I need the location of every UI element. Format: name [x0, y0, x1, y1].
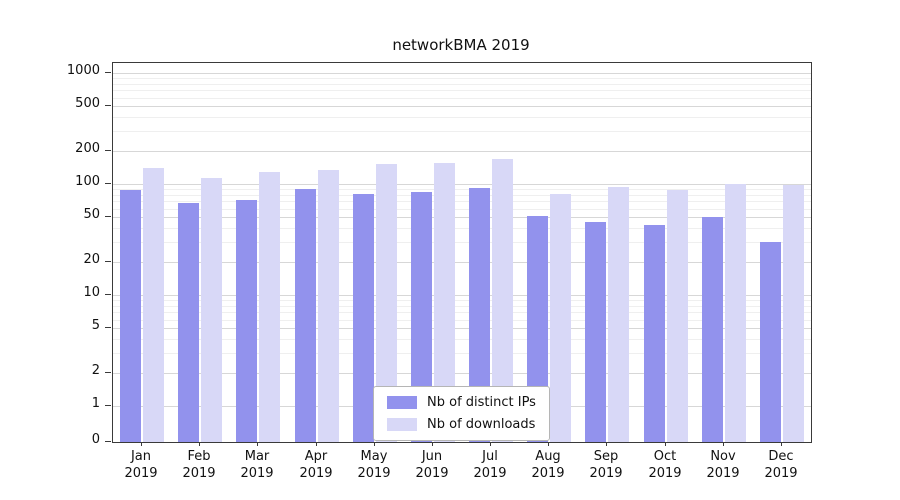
bar-distinct-ips-dec [760, 242, 781, 442]
minor-gridline [113, 117, 811, 118]
bar-distinct-ips-sep [585, 222, 606, 442]
bar-downloads-jul [492, 159, 513, 442]
legend-item-distinct-ips: Nb of distinct IPs [387, 395, 536, 410]
plot-area: Nb of distinct IPs Nb of downloads [112, 62, 812, 443]
bar-downloads-nov [725, 184, 746, 442]
minor-gridline [113, 78, 811, 79]
bar-distinct-ips-nov [702, 217, 723, 442]
y-tick-label: 2 [91, 363, 100, 378]
major-gridline [113, 73, 811, 74]
minor-gridline [113, 339, 811, 340]
legend-label-downloads: Nb of downloads [427, 417, 536, 432]
y-tick-label: 10 [83, 285, 100, 300]
minor-gridline [113, 306, 811, 307]
y-tick-label: 0 [91, 432, 100, 447]
y-tick-mark [105, 405, 111, 406]
minor-gridline [113, 312, 811, 313]
bar-downloads-apr [318, 170, 339, 442]
bar-downloads-oct [667, 190, 688, 442]
bar-downloads-dec [783, 185, 804, 442]
y-tick-label: 1 [91, 396, 100, 411]
minor-gridline [113, 84, 811, 85]
bars-layer [113, 63, 811, 442]
x-tick-label: Jan 2019 [124, 449, 158, 481]
x-tick-label: Dec 2019 [764, 449, 798, 481]
y-tick-label: 500 [75, 96, 100, 111]
legend-item-downloads: Nb of downloads [387, 417, 536, 432]
bar-distinct-ips-oct [644, 225, 665, 442]
legend-swatch-downloads [387, 418, 417, 431]
y-tick-mark [105, 72, 111, 73]
minor-gridline [113, 242, 811, 243]
minor-gridline [113, 90, 811, 91]
legend: Nb of distinct IPs Nb of downloads [373, 386, 550, 441]
bar-downloads-mar [259, 172, 280, 442]
bar-downloads-jan [143, 168, 164, 442]
minor-gridline [113, 228, 811, 229]
minor-gridline [113, 320, 811, 321]
bar-distinct-ips-feb [178, 203, 199, 442]
x-tick-label: Nov 2019 [706, 449, 740, 481]
y-tick-mark [105, 441, 111, 442]
bar-distinct-ips-mar [236, 200, 257, 442]
x-tick-label: Jul 2019 [473, 449, 507, 481]
major-gridline [113, 295, 811, 296]
bar-downloads-jun [434, 163, 455, 442]
bar-downloads-may [376, 164, 397, 442]
y-tick-mark [105, 183, 111, 184]
minor-gridline [113, 189, 811, 190]
bar-distinct-ips-apr [295, 189, 316, 442]
chart-title: networkBMA 2019 [392, 36, 530, 54]
bar-distinct-ips-aug [527, 216, 548, 442]
major-gridline [113, 262, 811, 263]
bar-downloads-aug [550, 194, 571, 442]
y-tick-mark [105, 372, 111, 373]
minor-gridline [113, 353, 811, 354]
major-gridline [113, 328, 811, 329]
x-tick-label: Jun 2019 [415, 449, 449, 481]
bar-downloads-feb [201, 178, 222, 442]
legend-label-distinct-ips: Nb of distinct IPs [427, 395, 536, 410]
major-gridline [113, 373, 811, 374]
minor-gridline [113, 300, 811, 301]
bar-distinct-ips-jan [120, 190, 141, 442]
x-tick-label: Aug 2019 [531, 449, 565, 481]
legend-swatch-distinct-ips [387, 396, 417, 409]
y-tick-label: 1000 [66, 63, 100, 78]
major-gridline [113, 184, 811, 185]
y-tick-label: 20 [83, 252, 100, 267]
y-tick-mark [105, 327, 111, 328]
minor-gridline [113, 201, 811, 202]
major-gridline [113, 106, 811, 107]
y-tick-label: 100 [75, 174, 100, 189]
x-tick-label: Apr 2019 [299, 449, 333, 481]
minor-gridline [113, 195, 811, 196]
y-tick-label: 5 [91, 318, 100, 333]
minor-gridline [113, 209, 811, 210]
major-gridline [113, 151, 811, 152]
x-tick-label: Oct 2019 [648, 449, 682, 481]
x-tick-label: Mar 2019 [240, 449, 274, 481]
y-tick-mark [105, 105, 111, 106]
bar-distinct-ips-jul [469, 188, 490, 442]
bar-distinct-ips-jun [411, 192, 432, 442]
y-tick-mark [105, 150, 111, 151]
bar-downloads-sep [608, 187, 629, 442]
minor-gridline [113, 131, 811, 132]
y-tick-mark [105, 261, 111, 262]
y-tick-label: 200 [75, 141, 100, 156]
y-tick-mark [105, 216, 111, 217]
major-gridline [113, 217, 811, 218]
minor-gridline [113, 98, 811, 99]
y-tick-mark [105, 294, 111, 295]
x-tick-label: Sep 2019 [589, 449, 623, 481]
x-tick-label: Feb 2019 [182, 449, 216, 481]
y-tick-label: 50 [83, 207, 100, 222]
x-tick-label: May 2019 [357, 449, 391, 481]
bar-distinct-ips-may [353, 194, 374, 442]
